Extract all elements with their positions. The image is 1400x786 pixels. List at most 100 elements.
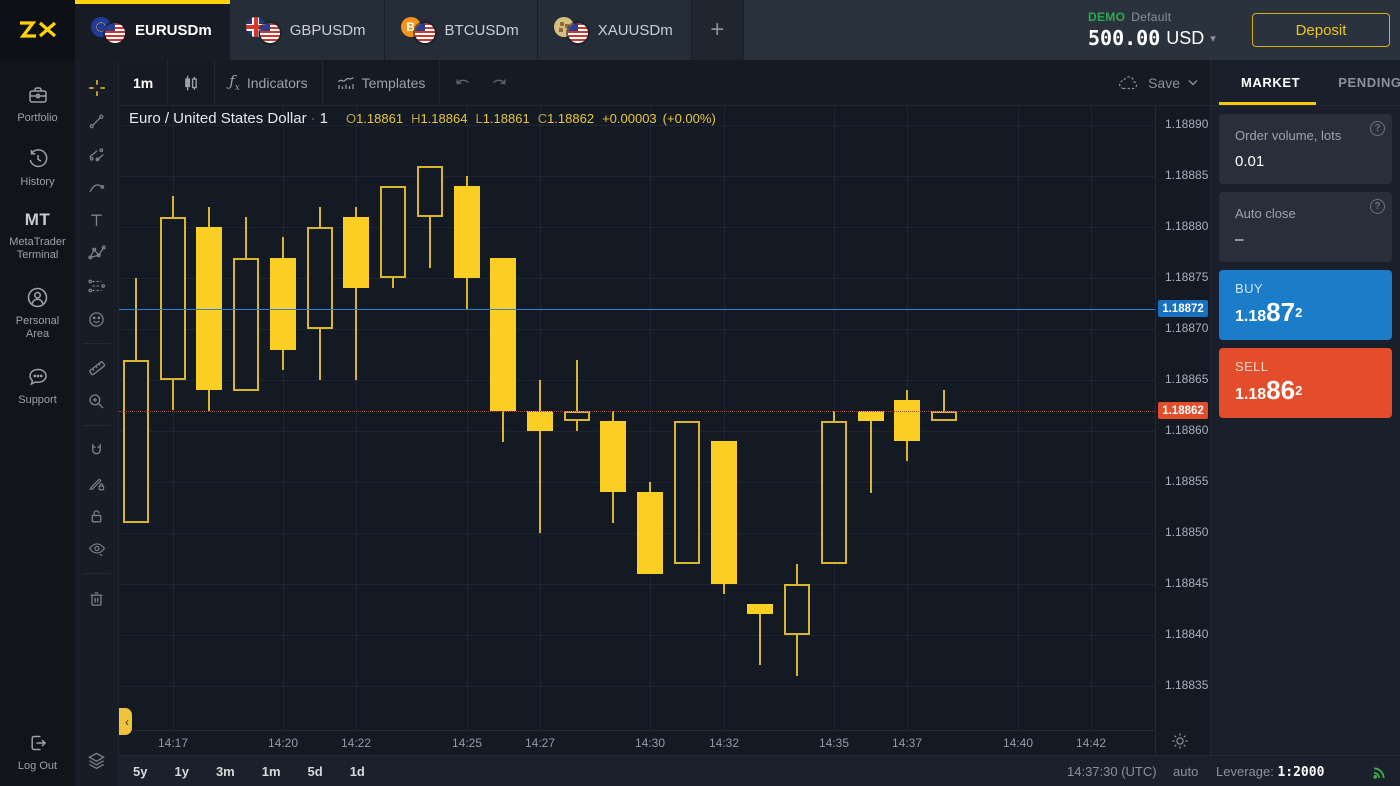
instrument-tab-btcusdm[interactable]: B BTCUSDm (384, 0, 538, 60)
timezone-mode-button[interactable]: auto (1173, 764, 1199, 779)
instrument-tab-xauusdm[interactable]: XAUUSDm (537, 0, 692, 60)
ask-price-line (119, 309, 1155, 310)
price-axis-label: 1.18860 (1165, 423, 1209, 437)
cloud-save-icon (1119, 75, 1138, 89)
drawing-mode-lock-icon[interactable] (83, 469, 111, 497)
candle (600, 421, 626, 492)
templates-button[interactable]: Templates (323, 60, 440, 106)
curve-tool-icon[interactable] (83, 173, 111, 201)
timeframe-button[interactable]: 1m (133, 74, 154, 91)
forecast-tool-icon[interactable] (83, 272, 111, 300)
sidebar-item-history[interactable]: History (0, 148, 75, 189)
tab-label: BTCUSDm (444, 21, 519, 39)
candle (564, 411, 590, 421)
candle (454, 186, 480, 278)
auto-close-field[interactable]: ? Auto close – (1219, 192, 1392, 262)
watchlist-collapse-handle[interactable]: ‹ (119, 708, 132, 735)
zoom-in-tool-icon[interactable] (83, 387, 111, 415)
candle (417, 166, 443, 217)
undo-button[interactable] (440, 60, 487, 106)
range-1d[interactable]: 1d (349, 764, 365, 779)
time-axis-label: 14:17 (157, 736, 189, 750)
exness-logo[interactable] (0, 0, 75, 60)
emoji-tool-icon[interactable] (83, 305, 111, 333)
symbol-title: Euro / United States Dollar (129, 110, 307, 127)
tab-market[interactable]: MARKET (1241, 75, 1301, 90)
range-1m[interactable]: 1m (261, 764, 281, 779)
topbar: EURUSDm GBPUSDm B BTCUSDm XAUUSDm + DEMO… (0, 0, 1400, 60)
auto-close-value[interactable]: – (1235, 231, 1244, 248)
pattern-tool-icon[interactable] (83, 239, 111, 267)
footer-bar: 5y 1y 3m 1m 5d 1d 14:37:30 (UTC) auto Leverag… (119, 755, 1400, 786)
instrument-tab-gbpusdm[interactable]: GBPUSDm (229, 0, 385, 60)
chart-plot[interactable]: Euro / United States Dollar · 1 O1.18861 H1.… (119, 106, 1155, 755)
ruler-tool-icon[interactable] (83, 354, 111, 382)
sidebar-item-metatrader-terminal[interactable]: MT MetaTrader Terminal (9, 210, 66, 261)
sell-button[interactable]: SELL 1.18862 (1219, 348, 1392, 418)
chart-legend: Euro / United States Dollar · 1 O1.18861 H1.… (129, 110, 716, 127)
help-icon[interactable]: ? (1370, 121, 1385, 136)
channel-tool-icon[interactable] (83, 140, 111, 168)
remove-all-trash-icon[interactable] (83, 584, 111, 612)
sidebar-item-logout[interactable]: Log Out (0, 732, 75, 773)
tab-pending[interactable]: PENDING (1338, 75, 1400, 90)
left-sidebar: Portfolio History MT MetaTrader Terminal … (0, 60, 75, 786)
btcusd-flag-icon: B (400, 17, 435, 43)
grid-line-h (119, 431, 1155, 432)
order-volume-value[interactable]: 0.01 (1235, 153, 1265, 170)
ask-price-badge: 1.18872 (1158, 300, 1208, 317)
object-tree-layers-icon[interactable] (83, 746, 111, 774)
price-axis-label: 1.18850 (1165, 525, 1209, 539)
buy-button[interactable]: BUY 1.18872 (1219, 270, 1392, 340)
chart-settings-gear-icon[interactable] (1171, 732, 1189, 755)
briefcase-icon (28, 87, 47, 103)
instrument-tab-eurusdm[interactable]: EURUSDm (75, 0, 230, 60)
fx-icon: ƒx (229, 72, 240, 93)
indicators-button[interactable]: ƒx Indicators (229, 72, 308, 93)
account-balance: 500.00 (1088, 26, 1161, 50)
help-icon[interactable]: ? (1370, 199, 1385, 214)
candle-wick (943, 390, 945, 421)
account-profile: Default (1131, 10, 1172, 24)
range-buttons: 5y 1y 3m 1m 5d 1d (133, 756, 365, 786)
candle-wick (576, 360, 578, 431)
redo-button[interactable] (487, 60, 522, 106)
grid-line-v (650, 106, 651, 730)
candle-wick (759, 604, 761, 665)
range-3m[interactable]: 3m (215, 764, 235, 779)
save-layout-button[interactable]: Save (1118, 75, 1210, 91)
candle (821, 421, 847, 564)
crosshair-tool-icon[interactable] (83, 74, 111, 102)
text-tool-icon[interactable] (83, 206, 111, 234)
add-instrument-button[interactable]: + (691, 0, 744, 60)
time-axis[interactable]: 14:17 14:20 14:22 14:25 14:27 14:30 14:32 14:35… (119, 730, 1155, 755)
grid-line-h (119, 380, 1155, 381)
undo-icon (456, 79, 470, 85)
sidebar-item-portfolio[interactable]: Portfolio (0, 84, 75, 125)
chart-type-button[interactable] (168, 60, 214, 106)
chat-bubble-icon (28, 368, 47, 386)
range-5d[interactable]: 5d (307, 764, 323, 779)
price-axis-label: 1.18875 (1165, 270, 1209, 284)
candle (931, 411, 957, 421)
price-axis[interactable]: 1.18872 1.18862 1.18890 1.18885 1.18880 1.1… (1155, 106, 1210, 755)
grid-line-h (119, 329, 1155, 330)
grid-line-v (283, 106, 284, 730)
range-1y[interactable]: 1y (174, 764, 189, 779)
sidebar-item-personal-area[interactable]: Personal Area (0, 286, 75, 341)
deposit-button[interactable]: Deposit (1252, 13, 1390, 47)
order-volume-field[interactable]: ? Order volume, lots 0.01 (1219, 114, 1392, 184)
hide-all-eye-icon[interactable] (83, 535, 111, 563)
candle-wick (355, 207, 357, 380)
magnet-tool-icon[interactable] (83, 436, 111, 464)
active-tab-underline (1219, 102, 1316, 105)
sidebar-item-support[interactable]: Support (0, 366, 75, 407)
drawing-toolbar (75, 60, 119, 786)
chevron-down-icon (1188, 80, 1198, 86)
lock-all-icon[interactable] (83, 502, 111, 530)
range-5y[interactable]: 5y (133, 764, 148, 779)
account-switcher[interactable]: DEMO Default 500.00 USD ▾ (1088, 0, 1228, 60)
history-clock-icon (29, 149, 47, 168)
trend-line-tool-icon[interactable] (83, 107, 111, 135)
